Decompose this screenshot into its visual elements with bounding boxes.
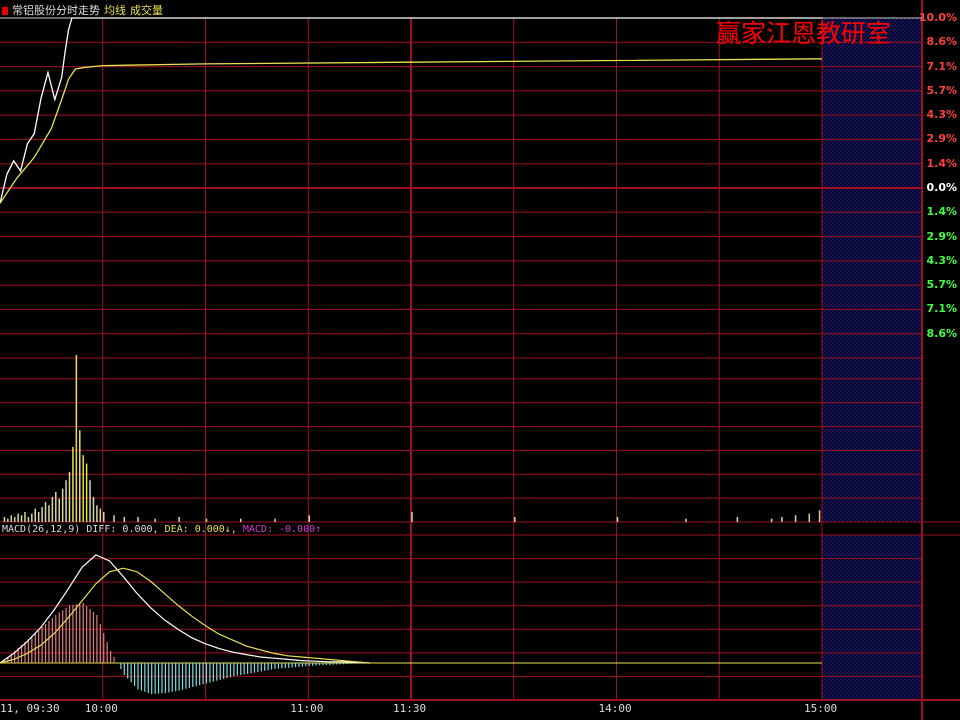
after-hours-area xyxy=(822,18,922,522)
dea-line xyxy=(0,567,370,664)
y-tick-label: 2.9% xyxy=(926,229,957,243)
after-hours-area xyxy=(822,535,922,700)
y-tick-label: 2.9% xyxy=(926,132,957,146)
y-tick-label: 7.1% xyxy=(926,59,957,73)
x-tick-label: 10:00 xyxy=(84,702,118,715)
stock-title: 常铝股份分时走势 xyxy=(12,4,100,17)
volume-legend: 成交量 xyxy=(130,4,163,17)
x-tick-label: 11:00 xyxy=(290,702,324,715)
y-tick-label: 4.3% xyxy=(926,253,957,267)
x-tick-label: 11, 09:30 xyxy=(0,702,60,715)
diff-line xyxy=(0,554,370,664)
watermark: 赢家江恩教研室 xyxy=(716,19,892,48)
x-tick-label: 15:00 xyxy=(804,702,838,715)
macd-diff: DIFF: 0.000, xyxy=(86,524,159,535)
y-tick-label: 8.6% xyxy=(926,35,957,49)
y-tick-label: 4.3% xyxy=(926,108,957,122)
indicator-square-icon xyxy=(2,7,8,15)
y-tick-label: 0.0% xyxy=(926,181,957,194)
y-tick-label: 8.6% xyxy=(926,326,957,340)
avg-line-legend: 均线 xyxy=(104,4,126,17)
y-tick-label: 10.0% xyxy=(918,11,957,24)
y-tick-label: 5.7% xyxy=(926,83,957,97)
y-tick-label: 5.7% xyxy=(926,278,957,292)
x-tick-label: 14:00 xyxy=(598,702,632,715)
chart-header: 常铝股份分时走势 均线 成交量 xyxy=(2,2,163,18)
macd-header: MACD(26,12,9) DIFF: 0.000, DEA: 0.000↓, … xyxy=(2,524,321,535)
y-tick-label: 1.4% xyxy=(926,205,957,219)
avg-line xyxy=(0,58,823,204)
y-tick-label: 7.1% xyxy=(926,302,957,316)
price-line xyxy=(0,17,822,204)
x-tick-label: 11:30 xyxy=(393,702,427,715)
macd-value: MACD: -0.000↑ xyxy=(242,524,322,535)
y-tick-label: 1.4% xyxy=(926,156,957,170)
macd-dea: DEA: 0.000↓, xyxy=(164,524,237,535)
macd-params: MACD(26,12,9) xyxy=(2,524,81,535)
